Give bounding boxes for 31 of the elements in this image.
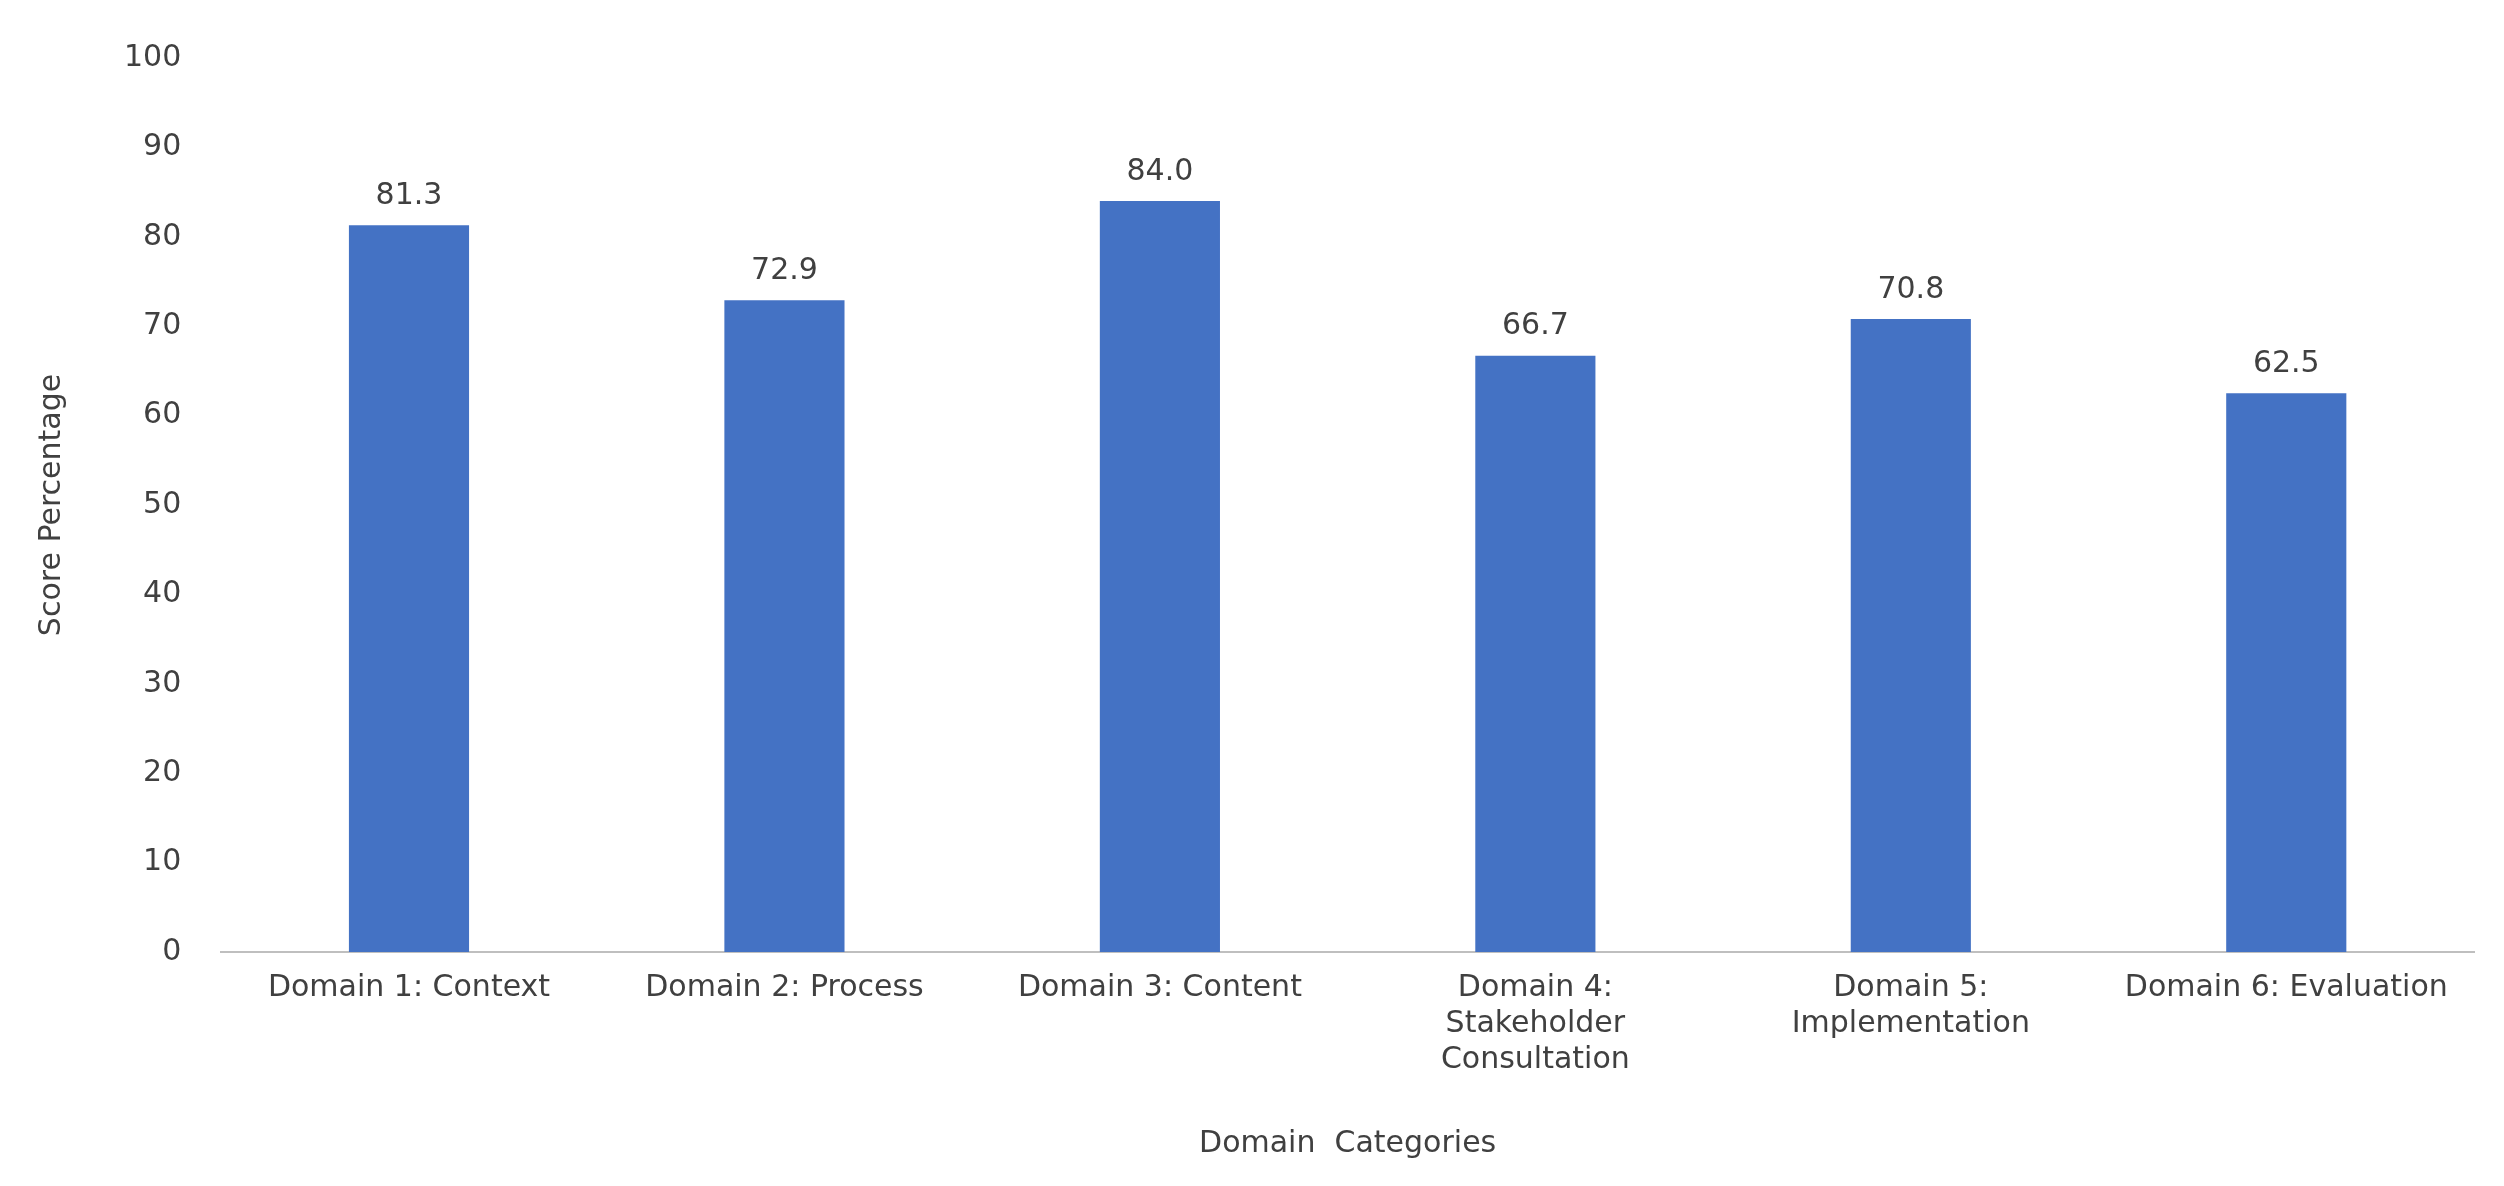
y-tick-label: 90 — [143, 127, 182, 163]
y-tick-label: 100 — [124, 37, 182, 73]
x-tick-label: Domain 4: Stakeholder Consultation — [1440, 967, 1630, 1075]
bar — [348, 225, 470, 952]
y-tick-label: 70 — [143, 306, 182, 341]
y-axis-title: Score Percentage — [31, 373, 67, 637]
bar — [724, 300, 845, 952]
bar — [1850, 319, 1971, 952]
y-tick-label: 40 — [143, 574, 182, 610]
y-tick-label: 20 — [143, 753, 182, 788]
data-label: 81.3 — [375, 175, 443, 211]
y-tick-label: 10 — [143, 842, 182, 878]
x-tick-label: Domain 1: Context — [267, 967, 551, 1003]
x-tick-label: Domain 2: Process — [645, 967, 924, 1003]
x-tick-label: Domain 6: Evaluation — [2124, 967, 2448, 1003]
x-tick-label: Domain 3: Content — [1017, 967, 1303, 1003]
y-tick-label: 50 — [143, 484, 182, 520]
data-label: 72.9 — [751, 251, 818, 287]
bar — [1099, 201, 1220, 952]
bar — [2226, 393, 2347, 952]
data-label: 84.0 — [1126, 151, 1194, 187]
bar — [1475, 355, 1596, 952]
y-tick-label: 0 — [162, 931, 182, 967]
x-tick-label: Domain 5: Implementation — [1791, 967, 2030, 1039]
data-label: 62.5 — [2252, 344, 2320, 380]
y-tick-label: 80 — [143, 216, 182, 252]
data-label: 66.7 — [1501, 306, 1569, 342]
y-tick-label: 30 — [143, 663, 182, 699]
x-axis-title: Domain Categories — [1199, 1123, 1497, 1159]
data-label: 70.8 — [1877, 269, 1945, 305]
y-tick-label: 60 — [143, 395, 182, 431]
